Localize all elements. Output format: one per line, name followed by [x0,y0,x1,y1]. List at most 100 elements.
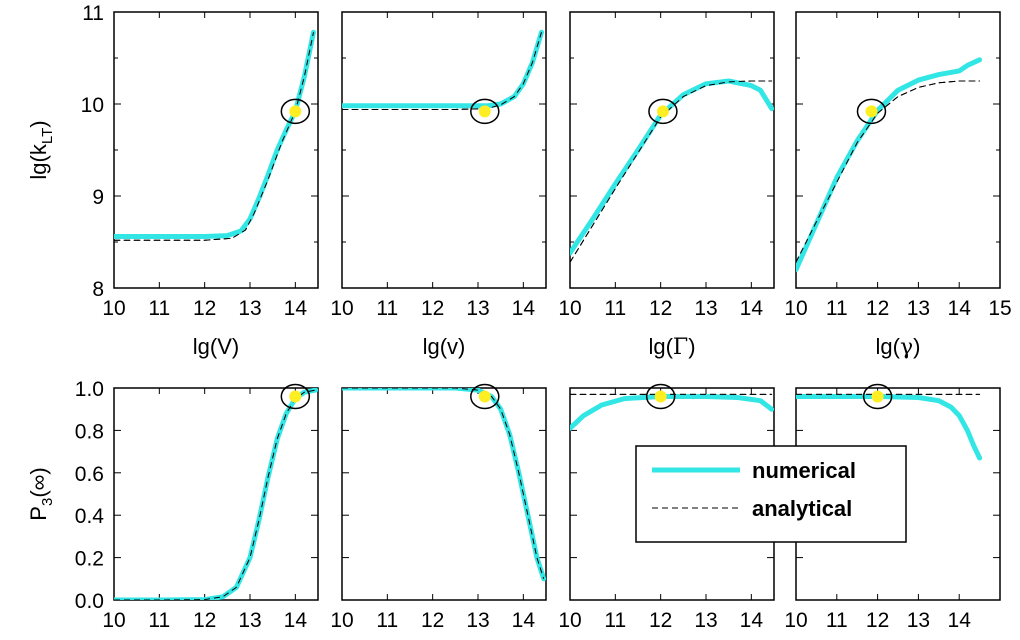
x-tick-label: 10 [330,609,353,632]
x-tick-label: 15 [988,297,1011,320]
x-tick-label: 13 [466,609,489,632]
operating-point-ring [280,383,311,410]
y-tick-label: 0.2 [75,548,104,571]
operating-point-dot [478,105,491,118]
x-tick-label: 13 [907,609,930,632]
x-tick-label: 14 [948,297,972,320]
x-axis-label-greek: Γ [673,335,688,360]
legend: numerical analytical [635,445,907,543]
x-tick-label: 11 [376,297,398,320]
panel-p3-4: 10 11 12 13 14 [784,383,1001,632]
y-tick-label: 9 [92,186,104,209]
panel-p3-2: 10 11 12 13 14 [330,383,547,632]
y-tick-label: 0.0 [75,590,104,613]
series-numerical-line [114,29,316,239]
series-numerical-line [570,78,774,256]
x-tick-label: 13 [907,297,930,320]
plot-frame [113,11,319,289]
x-tick-label: 11 [148,297,170,320]
x-tick-label: 13 [694,297,717,320]
x-tick-label: 10 [784,609,807,632]
series-analytical-line-overlay [796,80,980,263]
x-tick-label: 11 [604,609,626,632]
series-analytical-line-overlay [342,32,542,110]
x-tick-label: 14 [284,609,308,632]
y-tick-label: 10 [81,94,104,117]
x-tick-label: 10 [784,297,807,320]
x-tick-label: 12 [866,609,889,632]
x-tick-label: 12 [649,297,672,320]
x-tick-label: 10 [330,297,353,320]
x-tick-label: 13 [238,297,261,320]
x-tick-label: 12 [193,609,216,632]
y-axis-label-suffix: (∞) [26,467,51,497]
y-axis-label: lg(kLT) [26,120,56,179]
y-axis-label: P3(∞) [26,467,56,520]
operating-point-ring [280,98,311,125]
y-tick-label: 11 [82,2,104,25]
y-tick-label: 0.4 [75,505,105,528]
panels: 10 11 12 13 14 8 9 10 11 lg(V) lg(kLT) 10 11 12 13 14 lg… [26,2,1012,632]
y-axis-label-sub: LT [39,128,56,144]
x-tick-label: 13 [238,609,261,632]
series-analytical-line-overlay [342,388,545,579]
x-axis-label-suffix: ) [913,334,920,359]
operating-point-dot [478,390,491,403]
panel-klt-2: 10 11 12 13 14 lg(v) [330,11,547,359]
y-axis-label-sub: 3 [39,498,56,506]
x-tick-label: 11 [376,609,398,632]
x-axis-label: lg(v) [423,334,466,359]
operating-point-ring [648,98,678,125]
y-tick-label: 8 [92,278,104,301]
x-tick-label: 10 [558,609,581,632]
x-tick-label: 12 [649,609,672,632]
operating-point-ring [862,383,893,410]
x-tick-label: 12 [193,297,216,320]
panel-klt-4: 10 11 12 13 14 15 lg(γ) [784,11,1012,360]
series-analytical-line [342,388,545,580]
x-tick-label: 13 [466,297,489,320]
x-tick-label: 12 [421,609,444,632]
y-axis-label-suffix: ) [26,120,51,127]
operating-point-dot [656,105,669,118]
plot-frame [341,11,547,289]
plot-frame [795,11,1001,289]
series-numerical-line [342,29,544,109]
x-axis-label: lg(Γ) [648,334,695,360]
series-analytical-line-overlay [114,32,314,241]
operating-point-ring [470,383,500,410]
operating-point-ring [470,98,500,125]
legend-label-numerical: numerical [752,458,856,483]
x-axis-label-greek: γ [900,335,913,360]
x-tick-label: 10 [102,297,125,320]
plot-frame [569,11,775,289]
series-numerical-line [570,394,774,431]
operating-point-ring [856,98,887,125]
y-tick-label: 0.6 [75,463,104,486]
legend-label-analytical: analytical [752,496,852,521]
x-axis-label-text: lg( [648,334,673,359]
x-tick-label: 11 [826,297,848,320]
x-axis-label: lg(γ) [876,334,921,360]
x-tick-label: 11 [826,609,848,632]
y-tick-label: 0.8 [75,420,104,443]
x-axis-label-text: lg(V) [193,334,239,359]
panel-klt-3: 10 11 12 13 14 lg(Γ) [558,11,775,360]
operating-point-dot [871,390,884,403]
x-tick-label: 11 [148,609,170,632]
x-tick-label: 12 [866,297,889,320]
x-tick-label: 11 [604,297,626,320]
operating-point-dot [289,105,302,118]
x-tick-label: 14 [284,297,308,320]
x-tick-label: 14 [948,609,972,632]
x-tick-label: 13 [694,609,717,632]
x-axis-label-suffix: ) [688,334,695,359]
panel-p3-3: 10 11 12 13 14 [558,383,775,632]
x-tick-label: 14 [512,297,536,320]
series-numerical-line [796,394,983,461]
plot-frame [341,387,547,601]
series-numerical-line [114,388,318,600]
x-tick-label: 14 [740,609,764,632]
y-axis-label-text: lg(k [26,143,51,179]
